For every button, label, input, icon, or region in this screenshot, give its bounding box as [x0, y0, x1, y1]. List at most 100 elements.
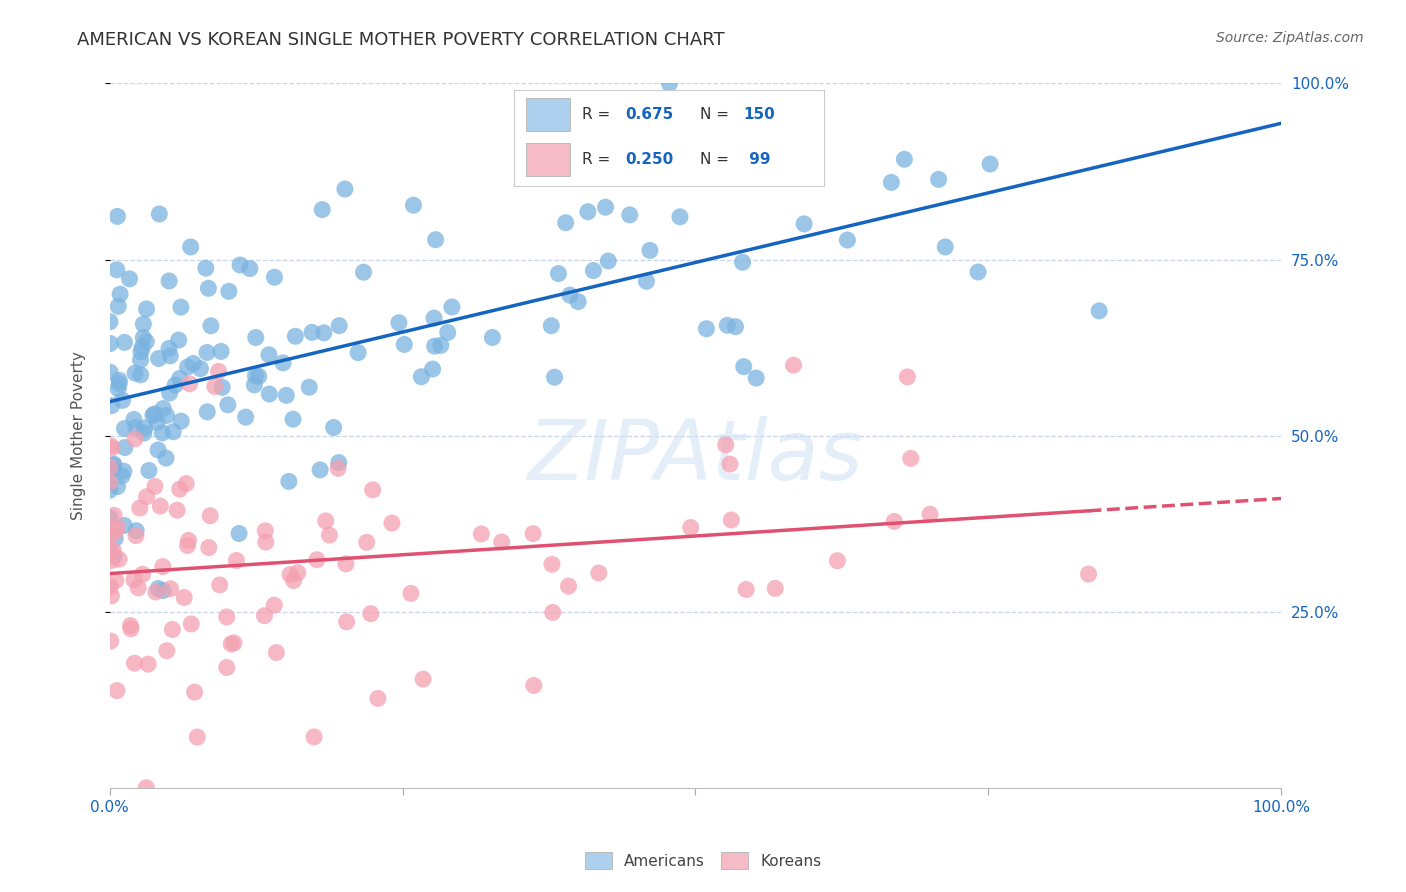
Point [146, 582, 169, 596]
Point [893, 153, 915, 167]
Point [122, 412, 145, 426]
Point [156, 643, 179, 657]
Point [129, 353, 152, 368]
Point [595, 200, 617, 214]
Point [98, 475, 121, 490]
Point [131, 340, 153, 354]
Point [108, 376, 131, 391]
Point [129, 368, 152, 382]
Point [254, 524, 277, 538]
Point [103, 549, 125, 563]
Point [103, 508, 125, 523]
Point [411, 369, 433, 384]
Point [100, 634, 122, 648]
Point [150, 425, 173, 440]
Point [132, 425, 155, 440]
Point [198, 541, 221, 555]
Point [470, 527, 492, 541]
Point [101, 543, 124, 558]
Point [782, 358, 804, 372]
Point [523, 678, 546, 692]
Point [422, 362, 444, 376]
Point [336, 615, 359, 629]
Point [186, 730, 208, 744]
Point [394, 337, 416, 351]
Point [229, 258, 252, 272]
Point [745, 371, 768, 385]
Point [543, 370, 565, 384]
Point [169, 371, 191, 385]
Point [243, 377, 266, 392]
Point [98, 483, 121, 497]
Point [302, 730, 325, 744]
Point [259, 387, 281, 401]
Point [558, 288, 581, 302]
Point [399, 586, 422, 600]
Point [636, 274, 658, 288]
Point [353, 265, 375, 279]
Point [412, 672, 434, 686]
Point [159, 582, 181, 596]
Point [481, 330, 503, 344]
Point [103, 458, 125, 472]
Point [567, 294, 589, 309]
Point [101, 462, 124, 476]
Point [219, 637, 242, 651]
Legend: Americans, Koreans: Americans, Koreans [578, 846, 828, 875]
Point [166, 503, 188, 517]
Point [114, 421, 136, 435]
Point [619, 208, 641, 222]
Point [101, 399, 124, 413]
Point [209, 344, 232, 359]
Point [576, 204, 599, 219]
Point [215, 660, 238, 674]
Point [173, 591, 195, 605]
Point [143, 407, 166, 421]
Point [266, 646, 288, 660]
Point [159, 349, 181, 363]
Point [120, 618, 142, 632]
Point [235, 410, 257, 425]
Point [347, 345, 370, 359]
Point [361, 483, 384, 497]
Point [257, 348, 280, 362]
Point [423, 339, 446, 353]
Point [112, 518, 135, 533]
Point [98, 510, 121, 524]
Point [598, 254, 620, 268]
Point [177, 533, 200, 548]
Point [134, 421, 156, 435]
Point [128, 501, 150, 516]
Point [208, 578, 231, 592]
Point [763, 582, 786, 596]
Point [211, 380, 233, 394]
Point [281, 412, 304, 426]
Point [724, 319, 747, 334]
Point [318, 528, 340, 542]
Point [101, 462, 124, 476]
Point [731, 255, 754, 269]
Point [733, 359, 755, 374]
Point [541, 558, 564, 572]
Point [900, 451, 922, 466]
Point [135, 334, 157, 349]
Point [135, 490, 157, 504]
Point [328, 318, 350, 333]
Point [111, 393, 134, 408]
Point [131, 567, 153, 582]
Point [118, 272, 141, 286]
Point [245, 330, 267, 344]
Point [165, 378, 187, 392]
Point [360, 607, 382, 621]
Point [100, 544, 122, 558]
Point [263, 599, 285, 613]
Point [695, 321, 717, 335]
Point [714, 438, 737, 452]
Point [311, 202, 333, 217]
Point [152, 401, 174, 416]
Point [136, 657, 159, 672]
Point [837, 233, 859, 247]
Point [540, 318, 562, 333]
Point [245, 368, 267, 383]
Point [440, 300, 463, 314]
